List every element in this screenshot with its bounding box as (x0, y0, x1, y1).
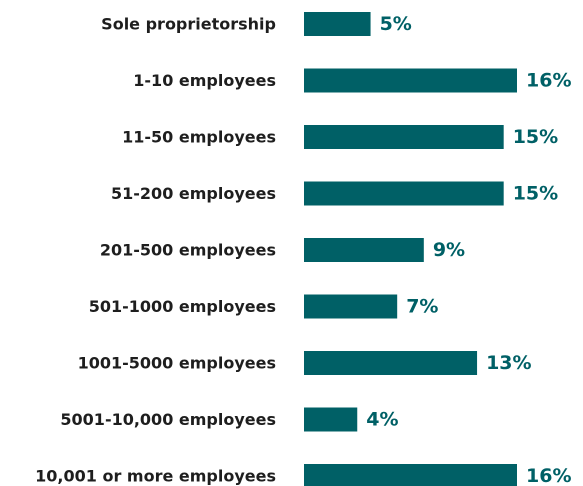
bar (304, 68, 517, 93)
category-label: 51-200 employees (111, 184, 276, 203)
category-label: 11-50 employees (122, 128, 276, 147)
value-label: 7% (406, 296, 438, 318)
category-label: 1-10 employees (133, 71, 276, 90)
bar (304, 181, 504, 206)
category-label: 5001-10,000 employees (60, 410, 276, 429)
value-label: 4% (366, 409, 398, 431)
bar (304, 294, 398, 319)
bars (304, 12, 517, 486)
value-label: 16% (526, 465, 571, 486)
value-label: 9% (433, 239, 465, 261)
value-label: 5% (380, 13, 412, 35)
value-label: 13% (486, 352, 531, 374)
value-label: 15% (513, 126, 558, 148)
bar (304, 125, 504, 149)
value-label: 16% (526, 70, 571, 92)
category-labels: Sole proprietorship 1-10 employees 11-50 e… (35, 15, 276, 486)
bar (304, 407, 358, 432)
bar (304, 12, 371, 36)
bar (304, 238, 424, 262)
category-label: Sole proprietorship (101, 15, 276, 34)
bar (304, 351, 478, 375)
value-labels: 5% 16% 15% 15% 9% 7% 13% 4% 16% (366, 13, 571, 486)
category-label: 10,001 or more employees (35, 467, 276, 486)
category-label: 201-500 employees (100, 241, 276, 260)
bar (304, 464, 517, 486)
category-label: 501-1000 employees (89, 297, 276, 316)
value-label: 15% (513, 183, 558, 205)
category-label: 1001-5000 employees (78, 354, 276, 373)
